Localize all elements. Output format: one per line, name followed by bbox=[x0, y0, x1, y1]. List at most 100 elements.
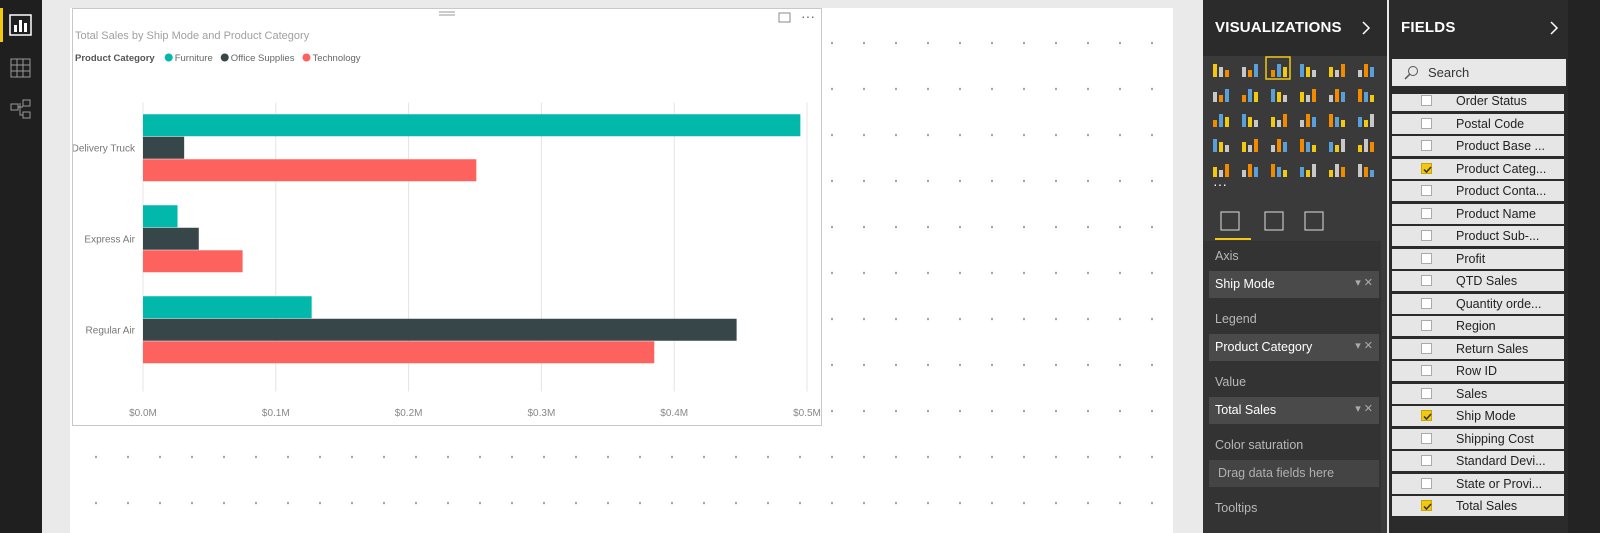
visual-icon[interactable] bbox=[1271, 89, 1287, 102]
field-item[interactable]: Order Status bbox=[1392, 94, 1564, 111]
field-item[interactable]: Product Sub-... bbox=[1392, 226, 1564, 246]
checkbox[interactable] bbox=[1421, 500, 1432, 511]
checkbox[interactable] bbox=[1421, 477, 1432, 489]
field-item[interactable]: Product Conta... bbox=[1392, 181, 1564, 201]
checkbox[interactable] bbox=[1421, 342, 1432, 354]
checkbox[interactable] bbox=[1421, 297, 1432, 309]
field-item[interactable]: QTD Sales bbox=[1392, 271, 1564, 291]
visual-icon[interactable] bbox=[1300, 114, 1316, 127]
field-item[interactable]: Standard Devi... bbox=[1392, 451, 1564, 471]
visual-container[interactable]: Total Sales by Ship Mode and Product Cat… bbox=[72, 8, 822, 426]
icon-part bbox=[1329, 95, 1333, 102]
visual-icon[interactable] bbox=[1265, 56, 1291, 80]
model-icon[interactable] bbox=[10, 103, 19, 111]
visual-icon[interactable] bbox=[1329, 139, 1345, 152]
well-controls[interactable]: ▾ ✕ bbox=[1355, 277, 1373, 289]
visual-icon[interactable] bbox=[1329, 64, 1345, 77]
checkbox[interactable] bbox=[1421, 185, 1432, 196]
field-name: Sales bbox=[1456, 386, 1488, 401]
field-item[interactable]: Profit bbox=[1392, 248, 1564, 269]
checkbox[interactable] bbox=[1421, 207, 1432, 219]
field-item[interactable]: Product Categ... bbox=[1392, 158, 1564, 179]
visual-icon[interactable] bbox=[1213, 139, 1229, 152]
icon-part bbox=[1271, 117, 1275, 127]
visual-icon[interactable] bbox=[1300, 164, 1316, 177]
visual-icon[interactable] bbox=[1242, 64, 1258, 77]
well-controls[interactable]: ▾ ✕ bbox=[1355, 403, 1373, 415]
visual-icon[interactable] bbox=[1213, 114, 1229, 127]
field-item[interactable]: Shipping Cost bbox=[1392, 428, 1564, 449]
field-item[interactable]: Total Sales bbox=[1392, 496, 1564, 516]
collapse[interactable] bbox=[1359, 20, 1373, 36]
visual-icon[interactable] bbox=[1271, 114, 1287, 127]
well-field[interactable]: Total Sales ▾ ✕ bbox=[1209, 397, 1379, 424]
visual-icon[interactable] bbox=[1358, 114, 1374, 127]
visual-icon[interactable] bbox=[1242, 164, 1258, 177]
visual-icon[interactable] bbox=[1329, 114, 1345, 127]
visual-icon[interactable] bbox=[1329, 164, 1345, 177]
data-icon[interactable] bbox=[10, 58, 31, 78]
checkbox[interactable] bbox=[1421, 432, 1432, 444]
field-item[interactable]: Return Sales bbox=[1392, 338, 1564, 359]
chart: Total Sales by Ship Mode and Product Cat… bbox=[72, 8, 821, 419]
well-placeholder[interactable]: Drag data fields here bbox=[1209, 460, 1379, 487]
checkbox[interactable] bbox=[1421, 95, 1432, 106]
checkbox[interactable] bbox=[1421, 320, 1432, 331]
visual-icon[interactable] bbox=[1213, 164, 1229, 177]
visual-icon[interactable] bbox=[1300, 64, 1316, 77]
well-field[interactable]: Product Category ▾ ✕ bbox=[1209, 334, 1379, 361]
checkbox[interactable] bbox=[1421, 410, 1432, 421]
visual-icon[interactable] bbox=[1213, 89, 1229, 102]
icon-part bbox=[1254, 167, 1258, 177]
field-item[interactable]: Sales bbox=[1392, 383, 1564, 404]
field-item[interactable]: Row ID bbox=[1392, 361, 1564, 381]
checkbox[interactable] bbox=[1421, 140, 1432, 151]
field-item[interactable]: Postal Code bbox=[1392, 113, 1564, 134]
field-item[interactable]: Quantity orde... bbox=[1392, 293, 1564, 314]
visual-icon[interactable] bbox=[1300, 89, 1316, 102]
field-name: State or Provi... bbox=[1456, 476, 1543, 491]
checkbox[interactable] bbox=[1421, 455, 1432, 466]
visual-icon[interactable] bbox=[1242, 139, 1258, 152]
checkbox[interactable] bbox=[1421, 275, 1432, 286]
analytics-tab[interactable] bbox=[1304, 211, 1324, 231]
visual-icon[interactable] bbox=[1300, 139, 1316, 152]
visual-icon[interactable] bbox=[1358, 64, 1374, 77]
collapse[interactable] bbox=[1547, 20, 1561, 36]
visual-icon[interactable] bbox=[1242, 89, 1258, 102]
visual-icon[interactable] bbox=[1358, 164, 1374, 177]
checkbox[interactable] bbox=[1421, 162, 1432, 174]
focus-mode[interactable] bbox=[778, 12, 791, 23]
drag-handle[interactable] bbox=[439, 11, 455, 16]
checkbox[interactable] bbox=[1421, 365, 1432, 376]
more-options[interactable]: ··· bbox=[801, 8, 815, 24]
format-tab[interactable] bbox=[1264, 211, 1284, 231]
visual-icon[interactable] bbox=[1242, 114, 1258, 127]
field-item[interactable]: State or Provi... bbox=[1392, 473, 1564, 494]
report-icon[interactable] bbox=[9, 14, 32, 36]
visual-icon[interactable] bbox=[1271, 139, 1287, 152]
visual-icon[interactable] bbox=[1329, 89, 1345, 102]
field-item[interactable]: Product Name bbox=[1392, 203, 1564, 224]
visual-icon[interactable] bbox=[1271, 164, 1287, 177]
checkbox[interactable] bbox=[1421, 252, 1432, 264]
search-box[interactable]: Search bbox=[1392, 59, 1566, 86]
field-item[interactable]: Ship Mode bbox=[1392, 406, 1564, 426]
icon-part bbox=[1306, 142, 1310, 152]
fields-tab[interactable] bbox=[1220, 211, 1240, 231]
legend-label: Furniture bbox=[175, 53, 213, 64]
field-item[interactable]: Product Base ... bbox=[1392, 136, 1564, 156]
visual-icon[interactable] bbox=[1358, 89, 1374, 102]
nav-active bbox=[0, 8, 3, 42]
visual-icon[interactable] bbox=[1358, 139, 1374, 152]
checkbox[interactable] bbox=[1421, 230, 1432, 241]
left-nav bbox=[0, 0, 42, 533]
icon-part bbox=[1225, 70, 1229, 77]
checkbox[interactable] bbox=[1421, 117, 1432, 129]
checkbox[interactable] bbox=[1421, 387, 1432, 399]
well-controls[interactable]: ▾ ✕ bbox=[1355, 340, 1373, 352]
icon-part bbox=[1248, 89, 1252, 102]
well-field[interactable]: Ship Mode ▾ ✕ bbox=[1209, 271, 1379, 298]
visual-icon[interactable] bbox=[1213, 64, 1229, 77]
field-item[interactable]: Region bbox=[1392, 316, 1564, 336]
